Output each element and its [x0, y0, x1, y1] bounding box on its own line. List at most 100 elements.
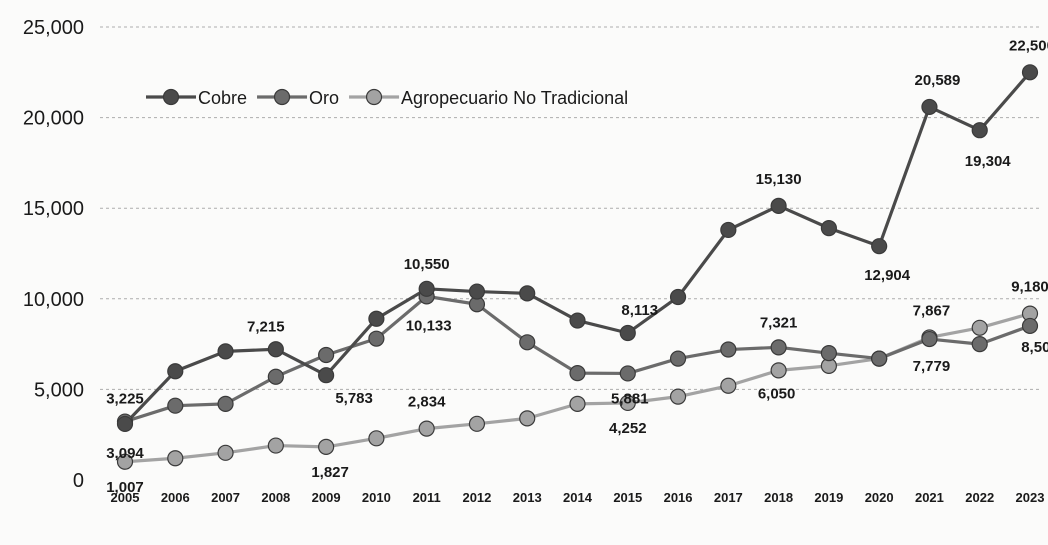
data-point	[318, 367, 335, 384]
y-tick-label: 15,000	[23, 198, 84, 220]
data-point	[720, 377, 737, 394]
data-point	[569, 364, 586, 382]
y-tick-label: 5,000	[34, 379, 84, 401]
data-point	[1021, 64, 1039, 81]
x-tick-label: 2009	[312, 490, 341, 505]
x-tick-label: 2005	[111, 490, 140, 505]
legend: Cobre Oro Agropecuario No Tradicional	[146, 88, 628, 108]
data-label: 10,133	[406, 317, 452, 334]
data-point	[418, 420, 435, 437]
data-labels: 3,225 3,094 1,007 7,215 5,783 1,827 10,550 10,1…	[106, 37, 1048, 495]
data-point	[921, 98, 938, 116]
data-point	[720, 341, 737, 358]
x-tick-label: 2022	[965, 490, 994, 505]
data-point	[519, 285, 536, 302]
data-label: 5,783	[335, 390, 373, 407]
data-point	[116, 415, 134, 433]
data-point	[921, 330, 938, 348]
data-label: 19,304	[965, 153, 1012, 170]
data-point	[468, 415, 486, 432]
data-label: 22,500	[1009, 37, 1048, 54]
data-point	[871, 238, 888, 255]
y-tick-label: 0	[73, 470, 84, 492]
y-tick-label: 10,000	[23, 289, 84, 311]
data-label: 7,321	[760, 314, 798, 331]
gridlines	[100, 26, 1040, 390]
data-point	[318, 346, 335, 364]
y-tick-label: 25,000	[23, 17, 84, 39]
x-tick-label: 2011	[413, 490, 441, 505]
data-point	[519, 334, 536, 351]
data-point	[167, 397, 184, 414]
y-tick-label: 20,000	[23, 108, 84, 130]
data-point	[418, 280, 435, 297]
x-tick-label: 2017	[714, 490, 743, 505]
data-label: 7,779	[913, 358, 951, 375]
x-tick-label: 2010	[362, 490, 391, 505]
data-point	[619, 394, 636, 412]
legend-swatch-marker	[162, 88, 180, 106]
data-point	[167, 450, 184, 467]
data-point	[569, 312, 586, 329]
data-label: 9,180	[1011, 279, 1048, 296]
y-axis-ticks: 0 5,000 10,000 15,000 20,000 25,000	[23, 17, 84, 492]
legend-label: Agropecuario No Tradicional	[401, 88, 628, 108]
data-point	[971, 319, 988, 336]
data-label: 10,550	[404, 256, 450, 273]
data-point	[167, 363, 184, 380]
data-point	[368, 330, 385, 347]
data-label: 8,503	[1021, 339, 1048, 356]
data-point	[820, 345, 837, 362]
data-point	[217, 395, 234, 412]
legend-swatch-marker	[365, 88, 383, 106]
x-tick-label: 2014	[563, 490, 593, 505]
data-point	[267, 341, 284, 358]
data-point	[1021, 317, 1039, 335]
x-tick-label: 2023	[1016, 490, 1045, 505]
data-point	[318, 438, 335, 455]
data-point	[720, 221, 737, 239]
x-tick-label: 2007	[211, 490, 240, 505]
data-label: 15,130	[756, 171, 802, 188]
data-label: 3,094	[106, 445, 144, 462]
data-point	[267, 437, 284, 454]
x-tick-label: 2013	[513, 490, 542, 505]
data-label: 3,225	[106, 391, 144, 408]
data-point	[267, 368, 284, 385]
data-label: 4,252	[609, 420, 647, 437]
data-point	[770, 197, 787, 214]
data-point	[619, 365, 636, 382]
data-point	[619, 324, 636, 342]
data-point	[217, 343, 234, 360]
x-axis-ticks: 2005 2006 2007 2008 2009 2010 2011 2012 2013 2014…	[111, 490, 1045, 505]
data-label: 1,827	[311, 464, 349, 481]
data-point	[468, 283, 486, 300]
x-tick-label: 2018	[764, 490, 793, 505]
data-label: 20,589	[914, 72, 960, 89]
x-tick-label: 2015	[613, 490, 642, 505]
data-label: 2,834	[408, 394, 446, 411]
data-label: 12,904	[864, 267, 911, 284]
data-label: 1,007	[106, 479, 144, 496]
x-tick-label: 2008	[261, 490, 290, 505]
data-point	[820, 220, 837, 237]
legend-label: Oro	[309, 88, 339, 108]
series-points	[116, 64, 1039, 470]
legend-swatch-marker	[273, 88, 291, 106]
data-point	[770, 339, 787, 356]
data-point	[971, 122, 988, 139]
data-label: 6,050	[758, 385, 796, 402]
data-point	[669, 388, 687, 405]
data-point	[669, 350, 687, 367]
data-point	[368, 430, 385, 447]
data-point	[116, 453, 134, 470]
data-point	[971, 336, 988, 353]
data-point	[368, 310, 385, 327]
data-point	[569, 395, 586, 412]
data-point	[669, 288, 687, 306]
data-label: 7,215	[247, 318, 285, 335]
x-tick-label: 2020	[865, 490, 894, 505]
data-point	[770, 362, 787, 379]
